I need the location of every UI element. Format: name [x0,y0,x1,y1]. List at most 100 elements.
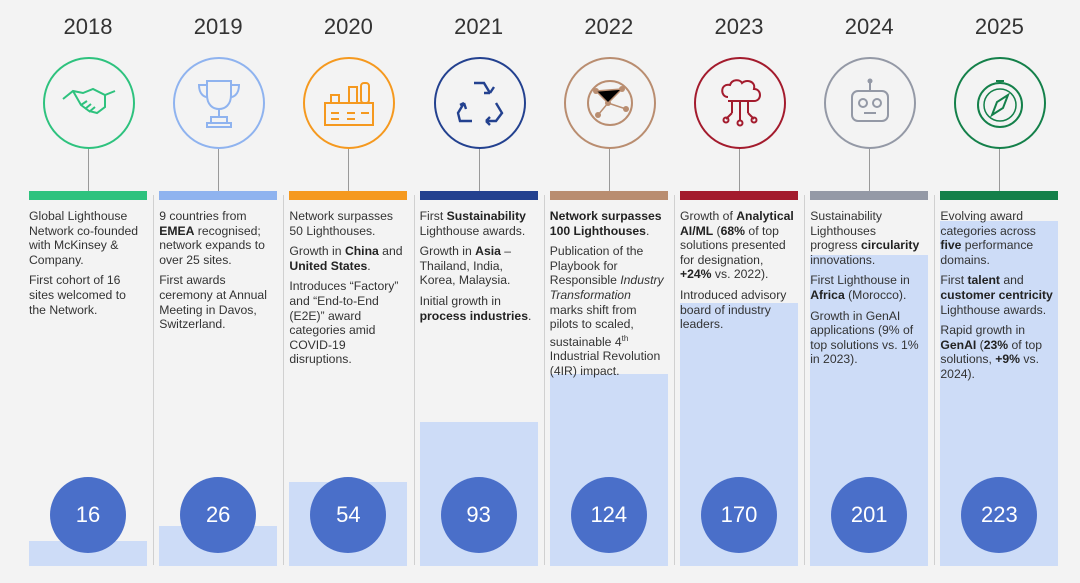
text-segment: First awards ceremony at Annual Meeting … [159,273,267,332]
timeline-column-2025: 2025 Evolving award categories across fiv… [940,0,1059,583]
color-band [419,191,538,200]
network-globe-icon [586,80,633,126]
text-segment: recognised; network expands to over 25 s… [159,223,265,267]
lighthouse-count: 170 [701,477,777,553]
timeline-column-2018: 2018 Global Lighthouse Network co-founded… [29,0,147,583]
column-divider [934,195,936,565]
connector-line [999,149,1001,191]
icon-circle [824,57,917,149]
text-segment: . [527,308,532,323]
text-segment: Introduces “Factory” and “End-to-End (E2… [289,279,399,367]
column-divider [153,195,155,565]
connector-line [218,149,220,191]
milestone-paragraph: Publication of the Playbook for Responsi… [550,244,666,378]
milestone-paragraph: Global Lighthouse Network co-founded wit… [29,209,145,267]
milestone-text: Network surpasses 50 Lighthouses. Growth … [289,209,405,373]
connector-line [88,149,89,191]
ai-brain-icon [721,79,761,127]
text-segment: 23% [983,337,1009,352]
robot-icon [851,78,890,122]
lighthouse-count: 223 [961,477,1038,553]
milestone-paragraph: First talent and customer centricity Lig… [940,273,1056,317]
milestone-paragraph: Evolving award categories across five pe… [940,209,1056,267]
text-segment: 9 countries from [159,209,247,223]
column-divider [413,195,415,565]
lighthouse-count: 93 [440,477,517,553]
milestone-paragraph: Network surpasses 50 Lighthouses. [289,209,405,238]
text-segment: +9% [995,352,1020,367]
timeline-column-2023: 2023 Growth of Analytical AI/ML (68% of t… [680,0,798,583]
text-segment: Growth in [289,244,345,259]
text-segment: Analytical AI/ML [680,209,794,238]
text-segment: Lighthouse awards. [419,223,526,238]
text-segment: Network surpasses 50 Lighthouses. [289,209,394,238]
text-segment: performance domains. [940,238,1034,267]
color-band [940,191,1059,200]
lighthouse-count: 26 [180,477,257,553]
column-divider [543,195,545,565]
milestone-paragraph: First cohort of 16 sites welcomed to the… [29,273,145,317]
icon-circle [433,57,526,149]
column-divider [674,195,675,565]
milestone-paragraph: Introduced advisory board of industry le… [680,288,796,332]
text-segment: GenAI [940,337,977,352]
milestone-paragraph: Growth in GenAI applications (9% of top … [810,309,926,367]
milestone-text: Global Lighthouse Network co-founded wit… [29,209,145,323]
timeline-column-2021: 2021 First Sustainability Lighthouse awar… [419,0,538,583]
color-band [29,191,147,200]
text-segment: vs. 2024). [940,352,1039,381]
timeline-column-2020: 2020 Network surpasses 50 Lighthouses. Gro… [289,0,408,583]
text-segment: five [940,238,962,253]
connector-line [739,149,740,191]
text-segment: of top solutions presented for designati… [680,223,786,267]
text-segment: Sustainability [446,209,526,223]
icon-circle [303,57,396,149]
icon-circle [694,57,786,149]
text-segment: First cohort of 16 sites welcomed to the… [29,273,126,317]
text-segment: marks shift from pilots to scaled, susta… [549,302,637,349]
milestone-text: 9 countries from EMEA recognised; networ… [159,209,275,338]
text-segment: Industrial Revolution (4IR) impact. [549,349,661,378]
year-label: 2024 [844,14,894,39]
compass-icon [977,80,1024,128]
text-segment: United States [289,258,368,273]
year-label: 2018 [63,14,113,39]
column-divider [804,195,806,565]
milestone-paragraph: Growth in China and United States. [289,244,405,273]
text-segment: China [344,244,379,259]
year-label: 2022 [584,14,634,39]
milestone-paragraph: First awards ceremony at Annual Meeting … [159,273,275,331]
milestone-paragraph: Introduces “Factory” and “End-to-End (E2… [289,279,405,367]
milestone-text: Network surpasses 100 Lighthouses. Public… [550,209,666,385]
color-band [680,191,798,200]
milestone-text: Evolving award categories across five pe… [940,209,1056,388]
icon-circle [173,57,266,149]
text-segment: Initial growth in [419,293,501,308]
milestone-text: Sustainability Lighthouses progress circ… [810,209,926,373]
milestone-paragraph: 9 countries from EMEA recognised; networ… [159,209,275,267]
milestone-paragraph: First Sustainability Lighthouse awards. [420,209,536,238]
lighthouse-count: 124 [570,477,647,553]
timeline-column-2022: 2022 Network surpasses 100 Lighthouses. Pu… [549,0,668,583]
text-segment: . [367,258,371,273]
text-segment: ( [976,337,984,352]
text-segment: Lighthouse awards. [940,302,1047,317]
color-band [549,191,668,200]
text-segment: Introduced advisory board of industry le… [680,287,787,332]
text-segment: and [999,273,1024,288]
text-segment: innovations. [810,252,876,267]
year-label: 2025 [974,14,1024,39]
milestone-paragraph: Growth in Asia – Thailand, India, Korea,… [420,244,536,288]
text-segment: of top solutions, [940,337,1043,367]
text-segment: +24% [680,267,712,282]
text-segment: Evolving award categories across [940,209,1036,238]
year-label: 2023 [714,14,764,39]
text-segment: First [419,209,447,223]
color-band [810,191,929,200]
text-segment: process industries [419,308,528,323]
connector-line [608,149,610,191]
connector-line [869,149,871,191]
text-segment: First Lighthouse in [810,273,910,288]
text-segment: ( [713,223,721,238]
milestone-paragraph: Growth of Analytical AI/ML (68% of top s… [680,209,796,282]
